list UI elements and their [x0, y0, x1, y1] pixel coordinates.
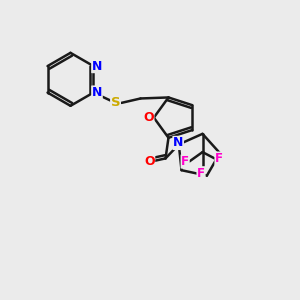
Text: F: F	[181, 155, 189, 168]
Text: F: F	[197, 167, 205, 180]
Text: O: O	[143, 111, 154, 124]
Text: N: N	[92, 60, 102, 73]
Text: F: F	[215, 152, 223, 165]
Text: O: O	[144, 155, 155, 168]
Text: N: N	[92, 86, 102, 99]
Text: S: S	[111, 96, 120, 110]
Text: N: N	[173, 136, 183, 149]
